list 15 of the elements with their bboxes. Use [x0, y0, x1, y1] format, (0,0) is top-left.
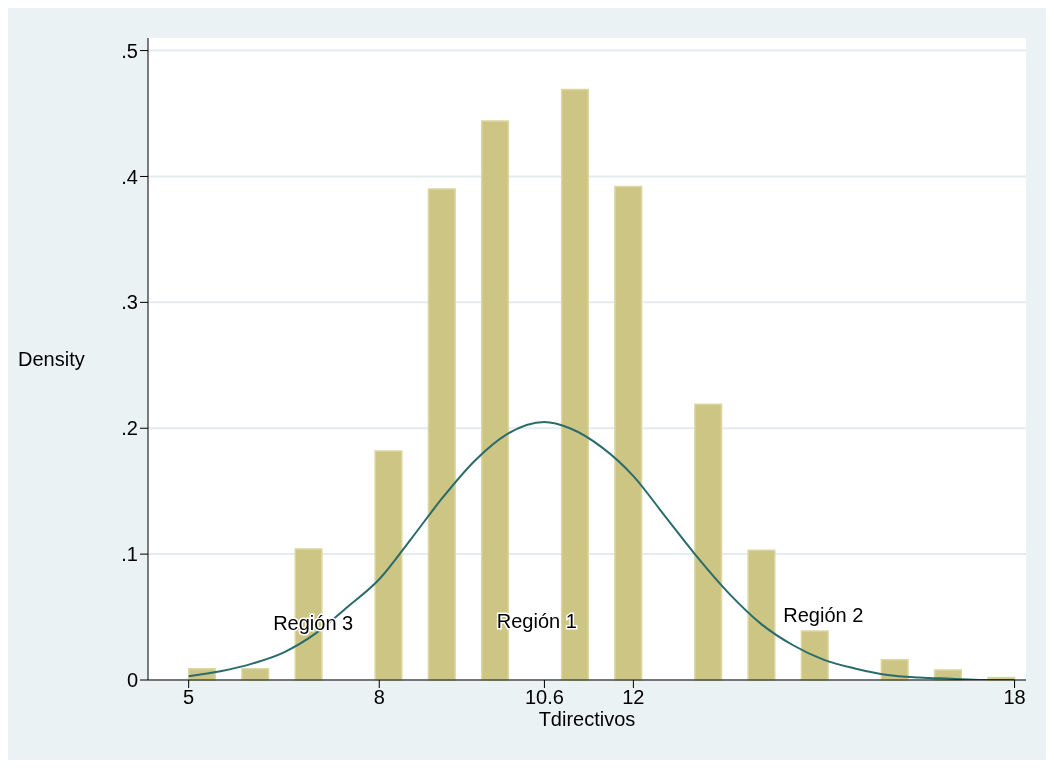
x-tick-label: 8	[373, 686, 385, 709]
x-tick-label: 10.6	[524, 686, 564, 709]
y-axis-title: Density	[18, 348, 85, 371]
y-tick-label: 0	[126, 669, 138, 692]
y-tick-label: .2	[121, 417, 138, 440]
x-tick-label: 5	[183, 686, 195, 709]
y-tick-label: .5	[121, 39, 138, 62]
y-tick-label: .3	[121, 291, 138, 314]
x-tick-label: 18	[1003, 686, 1026, 709]
y-tick-label: .4	[121, 165, 138, 188]
x-tick-label: 12	[622, 686, 645, 709]
x-axis-title: Tdirectivos	[538, 708, 636, 730]
annotation: Región 2	[783, 603, 864, 626]
annotation: Región 1	[496, 609, 577, 632]
y-tick-label: .1	[121, 543, 138, 566]
